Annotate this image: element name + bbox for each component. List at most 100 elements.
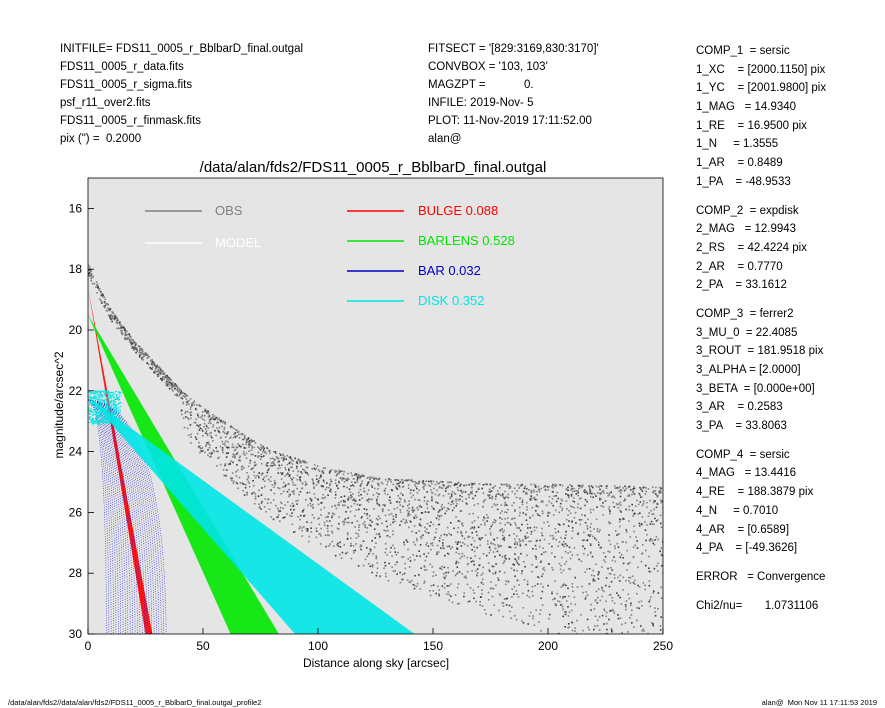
obs-point <box>494 504 497 507</box>
obs-point <box>614 530 617 532</box>
obs-point <box>528 540 530 543</box>
obs-point <box>410 489 412 491</box>
obs-point <box>282 459 285 462</box>
obs-point <box>558 511 560 514</box>
obs-point <box>547 584 549 587</box>
obs-point <box>565 500 568 502</box>
obs-point <box>207 412 210 415</box>
obs-point <box>313 517 315 519</box>
obs-point <box>116 320 118 323</box>
obs-point <box>426 491 428 493</box>
obs-point <box>193 403 196 406</box>
obs-point <box>497 490 499 492</box>
obs-point <box>546 486 549 488</box>
obs-point <box>133 349 135 351</box>
obs-point <box>246 492 248 494</box>
obs-point <box>280 464 283 466</box>
disk-point <box>108 394 110 396</box>
obs-point <box>243 467 245 469</box>
obs-point <box>559 595 562 598</box>
obs-point <box>310 531 313 533</box>
x-axis-label: Distance along sky [arcsec] <box>303 656 449 670</box>
disk-point <box>117 419 119 421</box>
disk-point <box>92 400 95 402</box>
obs-point <box>628 638 630 640</box>
obs-point <box>592 578 595 580</box>
obs-point <box>584 571 586 573</box>
obs-point <box>456 486 459 489</box>
obs-point <box>473 527 475 530</box>
obs-point <box>444 577 446 580</box>
obs-point <box>298 493 300 496</box>
disk-point <box>114 416 116 419</box>
disk-point <box>98 420 100 423</box>
obs-point <box>378 493 380 495</box>
obs-point <box>473 597 475 600</box>
obs-point <box>554 603 557 605</box>
obs-point <box>358 504 361 506</box>
obs-point <box>589 544 592 546</box>
obs-point <box>396 483 398 485</box>
obs-point <box>338 522 340 525</box>
obs-point <box>358 508 360 511</box>
obs-point <box>398 482 400 485</box>
obs-point <box>633 579 636 582</box>
obs-point <box>236 429 238 431</box>
obs-point <box>563 545 565 548</box>
obs-point <box>617 507 620 509</box>
obs-point <box>139 356 141 358</box>
obs-point <box>631 575 634 577</box>
obs-point <box>237 487 239 490</box>
obs-point <box>421 534 423 537</box>
obs-point <box>282 517 284 519</box>
obs-point <box>331 516 333 519</box>
obs-point <box>261 493 263 496</box>
obs-point <box>473 592 476 594</box>
obs-point <box>284 484 287 486</box>
obs-point <box>261 447 263 450</box>
obs-point <box>565 488 568 491</box>
obs-point <box>461 523 463 525</box>
obs-point <box>536 565 539 568</box>
obs-point <box>658 486 661 489</box>
obs-point <box>164 376 166 378</box>
obs-point <box>514 517 516 520</box>
obs-point <box>296 460 299 463</box>
obs-point <box>135 351 137 354</box>
obs-point <box>290 477 292 479</box>
obs-point <box>392 518 395 521</box>
obs-point <box>296 487 298 490</box>
obs-point <box>178 394 180 397</box>
disk-point <box>96 390 98 392</box>
obs-point <box>592 580 594 582</box>
obs-point <box>607 495 609 497</box>
obs-point <box>608 494 610 496</box>
obs-point <box>641 643 643 645</box>
obs-point <box>615 503 618 505</box>
disk-point <box>95 420 97 422</box>
obs-point <box>375 492 378 494</box>
obs-point <box>111 320 113 323</box>
obs-point <box>653 508 655 511</box>
obs-point <box>441 565 443 568</box>
obs-point <box>385 520 388 523</box>
obs-point <box>137 345 140 347</box>
header-left: INITFILE= FDS11_0005_r_BblbarD_final.out… <box>60 40 303 148</box>
param-line: 2_MAG = 12.9943 <box>696 223 797 236</box>
obs-point <box>205 445 207 447</box>
obs-point <box>533 624 536 626</box>
obs-point <box>346 477 349 480</box>
obs-point <box>371 565 374 567</box>
obs-point <box>534 555 537 557</box>
obs-point <box>650 538 652 540</box>
obs-point <box>471 570 473 572</box>
obs-point <box>657 592 660 594</box>
obs-point <box>642 502 645 505</box>
obs-point <box>134 347 136 349</box>
obs-point <box>309 497 312 500</box>
obs-point <box>329 483 331 485</box>
obs-point <box>206 434 209 437</box>
obs-point <box>599 499 601 501</box>
disk-point <box>100 390 103 392</box>
obs-point <box>586 594 589 596</box>
